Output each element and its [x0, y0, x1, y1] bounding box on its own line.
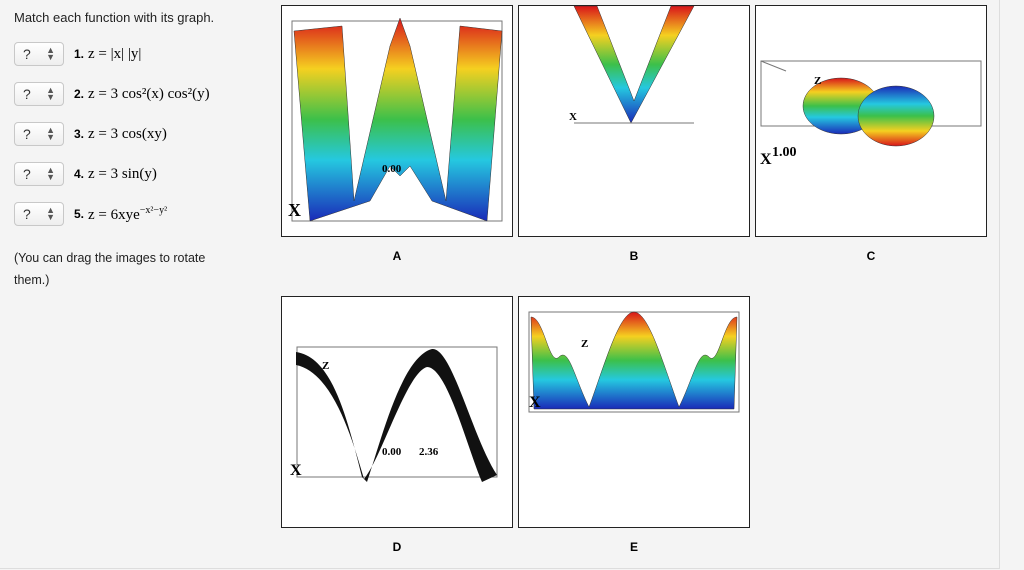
graph-label: D: [392, 540, 402, 554]
axis-text: 2.36: [419, 446, 439, 458]
answer-select[interactable]: ? ▲ ▼: [14, 202, 64, 226]
answer-select[interactable]: ? ▲ ▼: [14, 42, 64, 66]
item-number: 5.: [74, 207, 85, 221]
graph-c: Z X 1.00: [760, 60, 982, 168]
axis-text: X: [760, 151, 772, 168]
question-panel: Match each function with its graph. ? ▲ ▼ 1…: [0, 0, 1000, 569]
item-number: 1.: [74, 47, 85, 61]
item-row: ? ▲ ▼ 2. z = 3 cos²(x) cos²(y): [14, 81, 210, 107]
select-arrows: ▲ ▼: [46, 85, 55, 102]
item-number: 2.: [74, 87, 85, 101]
formula-text: z = 3 cos²(x) cos²(y): [88, 85, 210, 102]
select-value: ?: [23, 86, 31, 102]
formula-text: z = 6xye: [88, 206, 140, 223]
graph-image[interactable]: Z X 1.00: [755, 5, 987, 237]
answer-select[interactable]: ? ▲ ▼: [14, 122, 64, 146]
axis-text: Z: [322, 360, 329, 372]
graph-image[interactable]: Z X: [518, 296, 750, 528]
axis-text: X: [569, 111, 577, 123]
graph-label: C: [866, 249, 876, 263]
select-value: ?: [23, 166, 31, 182]
select-value: ?: [23, 206, 31, 222]
item-row: ? ▲ ▼ 1. z = |x| |y|: [14, 41, 141, 67]
graph-image[interactable]: 0.00 X: [281, 5, 513, 237]
formula: z = 6xye−x²−y²: [88, 205, 167, 224]
graph-label: B: [629, 249, 639, 263]
select-arrows: ▲ ▼: [46, 165, 55, 182]
item-row: ? ▲ ▼ 5. z = 6xye−x²−y²: [14, 201, 167, 227]
axis-text: 0.00: [382, 163, 402, 175]
axis-text: 0.00: [382, 446, 402, 458]
formula: z = 3 cos²(x) cos²(y): [88, 86, 210, 103]
item-number: 3.: [74, 127, 85, 141]
formula-exponent: −x²−y²: [139, 204, 168, 216]
graph-image[interactable]: X: [518, 5, 750, 237]
formula-text: z = |x| |y|: [88, 45, 142, 62]
axis-text: 1.00: [772, 145, 797, 160]
select-value: ?: [23, 46, 31, 62]
select-arrows: ▲ ▼: [46, 125, 55, 142]
graph-image[interactable]: Z X 0.00 2.36: [281, 296, 513, 528]
axis-text: Z: [581, 338, 588, 350]
select-arrows: ▲ ▼: [46, 45, 55, 62]
formula: z = 3 cos(xy): [88, 126, 167, 143]
graph-e: Z X: [528, 311, 740, 413]
item-number: 4.: [74, 167, 85, 181]
select-value: ?: [23, 126, 31, 142]
graph-d: Z X 0.00 2.36: [290, 346, 498, 482]
answer-select[interactable]: ? ▲ ▼: [14, 162, 64, 186]
item-row: ? ▲ ▼ 3. z = 3 cos(xy): [14, 121, 167, 147]
formula-text: z = 3 sin(y): [88, 165, 157, 182]
graph-b: X: [569, 6, 695, 124]
note: (You can drag the images to rotate them.…: [14, 251, 206, 287]
graph-label: E: [629, 540, 638, 554]
axis-text: X: [529, 394, 541, 411]
axis-text: Z: [814, 75, 821, 87]
formula: z = |x| |y|: [88, 46, 141, 63]
axis-text: X: [290, 462, 302, 479]
item-row: ? ▲ ▼ 4. z = 3 sin(y): [14, 161, 157, 187]
graph-a: 0.00 X: [288, 17, 503, 222]
prompt: Match each function with its graph.: [14, 10, 215, 25]
graph-label: A: [392, 249, 402, 263]
select-arrows: ▲ ▼: [46, 205, 55, 222]
answer-select[interactable]: ? ▲ ▼: [14, 82, 64, 106]
formula-text: z = 3 cos(xy): [88, 125, 167, 142]
axis-text: X: [288, 200, 301, 220]
formula: z = 3 sin(y): [88, 166, 157, 183]
